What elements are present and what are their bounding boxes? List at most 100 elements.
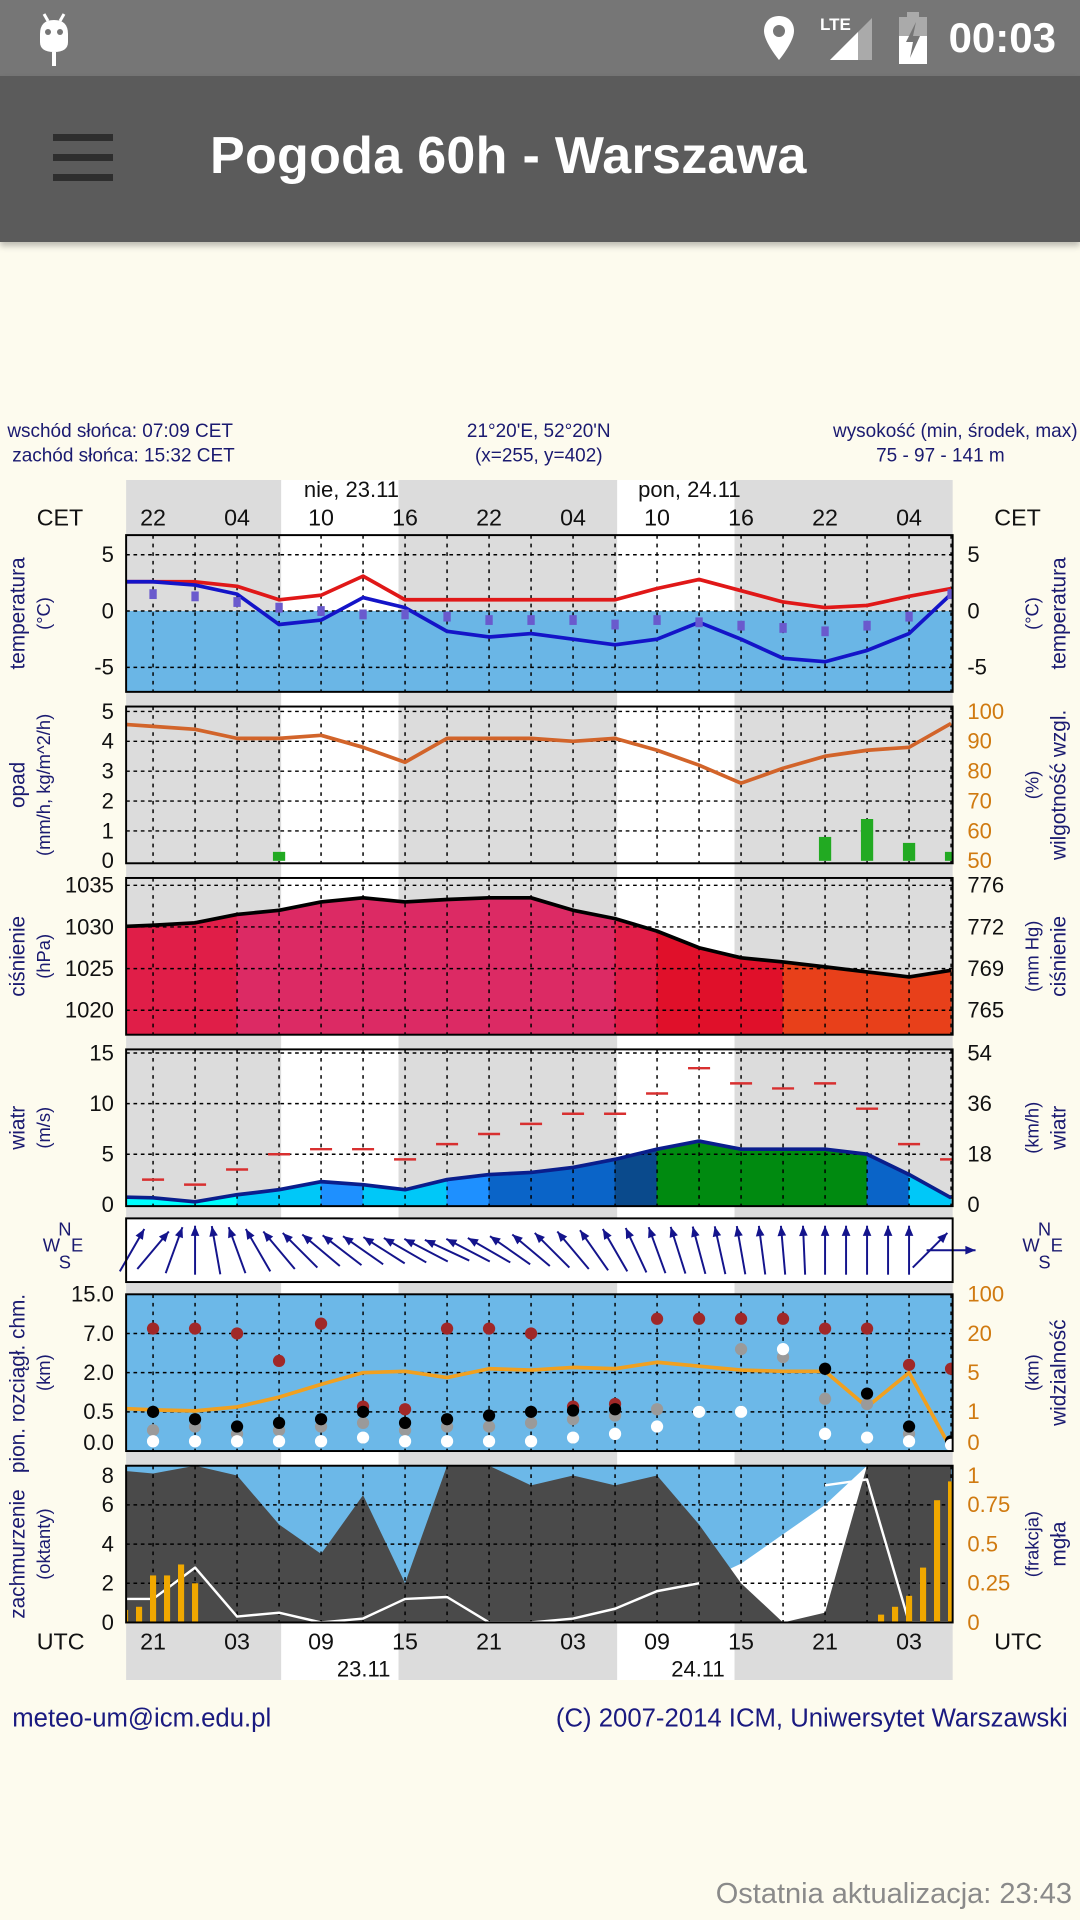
page-title: Pogoda 60h - Warszawa [210, 127, 807, 185]
last-update-text: Ostatnia aktualizacja: 23:43 [715, 1878, 1072, 1910]
footer-email-link: meteo-um@icm.edu.pl [12, 1705, 271, 1733]
wind-arrow-head [424, 1239, 436, 1249]
temperature-point [275, 602, 283, 613]
precipitation-bar [860, 818, 874, 861]
hour-label: 21 [140, 1628, 166, 1654]
compass-left-letter: N [58, 1219, 71, 1240]
cloud-base-dot [314, 1435, 328, 1448]
cloud-base-dot [650, 1312, 664, 1325]
hour-label: 22 [812, 504, 838, 530]
fog-bar [905, 1595, 913, 1623]
tick-label: 2.0 [83, 1360, 114, 1385]
tick-label: 0 [967, 1430, 979, 1455]
axis-label: widzialność [1047, 1319, 1070, 1426]
tick-label: 80 [967, 759, 992, 784]
temperature-point [443, 611, 451, 622]
cloud-base-dot [734, 1312, 748, 1325]
tick-label: 0 [102, 848, 114, 873]
hour-label: 21 [476, 1628, 502, 1654]
wind-arrow-head [342, 1236, 354, 1246]
axis-label: wilgotność wzgl. [1047, 710, 1070, 861]
tick-label: 60 [967, 818, 992, 843]
pressure-fill [866, 971, 910, 1035]
wind-speed-fill [656, 1140, 700, 1207]
wind-speed-line [126, 1139, 952, 1204]
compass-right-letter: W [1022, 1234, 1040, 1255]
panel-frame [125, 1048, 954, 1208]
precipitation-bar [272, 851, 286, 861]
pressure-fill [488, 897, 532, 1035]
tick-label: 0.75 [967, 1492, 1010, 1517]
cloud-base-dot [776, 1343, 790, 1356]
wind-arrow-head [446, 1238, 458, 1248]
cloud-base-dot [818, 1362, 832, 1375]
tick-label: 5 [102, 1142, 114, 1167]
tick-label: 54 [967, 1040, 992, 1065]
cloud-base-dot [650, 1403, 664, 1416]
elevation-label: wysokość (min, środek, max) [832, 421, 1078, 442]
wind-arrow-head [965, 1245, 976, 1255]
wind-arrow-head [263, 1231, 274, 1243]
pressure-fill [126, 924, 154, 1035]
wind-arrow-head [625, 1228, 634, 1240]
cloud_base-panel [126, 1294, 953, 1452]
hour-label: 16 [392, 504, 418, 530]
compass-left-letter: S [59, 1252, 71, 1273]
status-time: 00:03 [948, 14, 1056, 61]
cloud-base-dot [188, 1413, 202, 1426]
tick-label: 18 [967, 1142, 992, 1167]
tick-label: 776 [967, 873, 1004, 898]
tick-label: 0.5 [967, 1531, 998, 1556]
temperature-point [611, 619, 619, 630]
cloud-base-dot [314, 1413, 328, 1426]
tick-label: 0.5 [83, 1399, 114, 1424]
cloud-base-dot [272, 1416, 286, 1429]
hour-label: 03 [224, 1628, 250, 1654]
pressure-fill [152, 922, 196, 1035]
cloud-base-dot [524, 1416, 538, 1429]
wind-arrow-head [302, 1234, 313, 1245]
fog-bar [191, 1583, 199, 1623]
day-label: 23.11 [337, 1656, 391, 1681]
elevation-value: 75 - 97 - 141 m [876, 446, 1005, 467]
temperature-point [737, 620, 745, 631]
meteogram: wschód słońca: 07:09 CET zachód słońca: 1… [6, 421, 1078, 1733]
cloud-base-dot [314, 1317, 328, 1330]
hamburger-menu-icon[interactable] [50, 132, 116, 186]
pressure-fill [320, 897, 364, 1035]
tick-label: 5 [967, 542, 979, 567]
cloud-base-dot [230, 1435, 244, 1448]
cloud-base-dot [356, 1416, 370, 1429]
cloud-base-dot [398, 1416, 412, 1429]
cloud-base-dot [566, 1404, 580, 1417]
wind-arrow-head [174, 1227, 183, 1239]
grid-point-text: (x=255, y=402) [475, 446, 603, 467]
cloud-base-dot [566, 1431, 580, 1444]
cloud-base-dot [146, 1424, 160, 1437]
cloud-base-dot [860, 1431, 874, 1444]
pressure-fill [782, 961, 826, 1035]
wind-arrow-head [135, 1229, 145, 1240]
cloud-cover-line [126, 1478, 952, 1623]
humidity-line [126, 721, 952, 786]
wind-arrow-head [799, 1225, 808, 1237]
compass-left-letter: W [43, 1234, 61, 1255]
cloud-base-dot [734, 1405, 748, 1418]
network-type: LTE [820, 15, 851, 34]
tick-label: 2 [102, 1571, 114, 1596]
fog-bar [163, 1575, 171, 1623]
wind-arrow-head [467, 1237, 479, 1247]
fog-bar [150, 1575, 157, 1623]
cloud-base-dot [944, 1362, 953, 1375]
status-bar: LTE 00:03 [0, 0, 1080, 76]
tick-label: 8 [102, 1463, 114, 1488]
wind-arrow-head [648, 1227, 657, 1239]
android-debug-icon [40, 13, 68, 66]
pressure-fill [824, 966, 868, 1035]
tick-label: -5 [967, 655, 987, 680]
tick-label: 0.0 [83, 1430, 114, 1455]
cloud-base-dot [146, 1405, 160, 1418]
hour-label: 10 [644, 504, 670, 530]
cloud-base-dot [398, 1435, 412, 1448]
fog-bar [891, 1606, 899, 1623]
